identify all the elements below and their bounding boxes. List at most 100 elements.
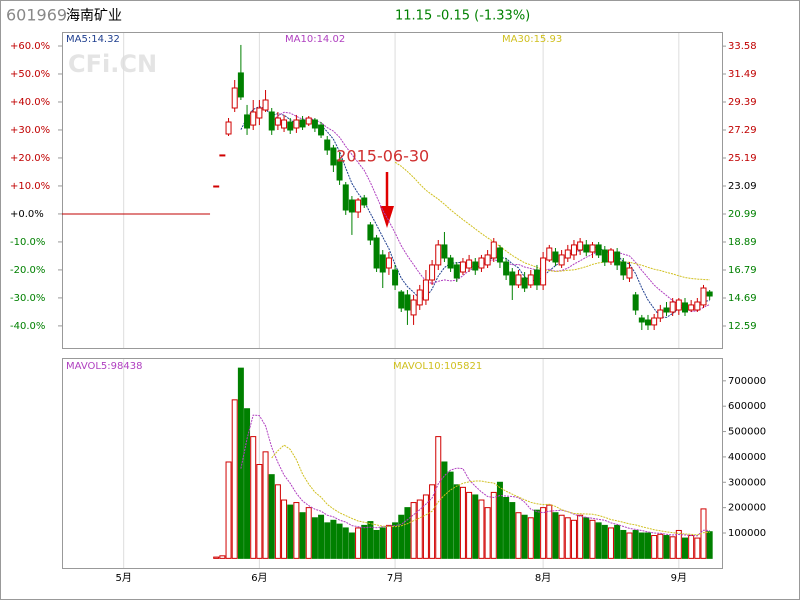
candle-body [583, 244, 590, 253]
candle-body [651, 317, 658, 326]
candle-body [503, 261, 510, 276]
candle-body [706, 291, 713, 297]
y2-tick-label: -40.0% [10, 321, 45, 332]
volume-bar [355, 527, 362, 559]
candle-body [614, 251, 621, 266]
volume-bar [509, 502, 516, 559]
y-tick-label: 300000 [728, 477, 766, 488]
volume-bar [281, 499, 288, 559]
candle-body [311, 119, 318, 129]
volume-bar [287, 504, 294, 559]
volume-bar [595, 522, 602, 559]
volume-bar [361, 524, 368, 559]
volume-bar [268, 474, 275, 559]
volume-bar [293, 502, 300, 559]
candle-body [564, 249, 571, 259]
candle-body [527, 274, 534, 286]
y2-tick-label: +30.0% [10, 125, 50, 136]
candle-body [225, 121, 232, 135]
y-tick-label: 27.29 [728, 125, 757, 136]
candle-body [466, 259, 473, 269]
candle-body [595, 244, 602, 256]
candle-body [398, 291, 405, 309]
volume-bar [262, 451, 269, 559]
candle-body [490, 241, 497, 259]
candle-body [700, 287, 707, 306]
candle-body [422, 279, 429, 301]
volume-bar [447, 471, 454, 559]
volume-bar [311, 517, 318, 559]
volume-bar [274, 484, 281, 559]
y2-tick-label: +10.0% [10, 181, 50, 192]
candle-body [305, 117, 312, 125]
candle-body [416, 289, 423, 306]
y-tick-label: 31.49 [728, 69, 757, 80]
y-tick-label: 14.69 [728, 293, 757, 304]
candle-body [299, 119, 306, 128]
candle-body [268, 111, 275, 131]
volume-bar [663, 535, 670, 559]
stock-name: 海南矿业 [66, 8, 122, 24]
watermark: CFi.CN [68, 50, 157, 78]
candle-body [237, 72, 244, 98]
candle-body [435, 244, 442, 266]
candle-body [589, 244, 596, 253]
volume-bar [330, 519, 337, 559]
x-tick-label: 5月 [115, 572, 131, 584]
candle-body [540, 257, 547, 286]
quote: 11.15 -0.15 (-1.33%) [395, 9, 530, 24]
volume-bar [626, 532, 633, 559]
legend-label: MAVOL10:105821 [393, 361, 482, 372]
volume-bar [644, 532, 651, 559]
volume-bar [583, 517, 590, 559]
volume-bar [675, 529, 682, 559]
candle-body [318, 124, 325, 136]
y2-tick-label: +40.0% [10, 97, 50, 108]
candle-body [324, 139, 331, 151]
volume-bar [429, 484, 436, 559]
volume-bar [490, 491, 497, 559]
candle-body [601, 249, 608, 263]
y-tick-label: 16.79 [728, 265, 757, 276]
volume-bar [601, 524, 608, 559]
volume-bar [250, 436, 257, 559]
candle-body [484, 254, 491, 266]
volume-bar [657, 533, 664, 559]
candle-body [694, 301, 701, 311]
y-tick-label: 25.19 [728, 153, 757, 164]
volume-bar [435, 436, 442, 559]
volume-bar [564, 517, 571, 559]
volume-bar [416, 499, 423, 559]
candle-body [336, 159, 343, 181]
y-tick-label: 33.58 [728, 41, 757, 52]
candle-body [638, 317, 645, 323]
candle-body [620, 261, 627, 276]
volume-bar [256, 464, 263, 559]
candle-body [644, 319, 651, 326]
volume-bar [681, 537, 688, 559]
ma-line [394, 161, 710, 281]
y-tick-label: 500000 [728, 427, 766, 438]
candle-body [533, 269, 540, 286]
volume-bar [478, 499, 485, 559]
volume-bar [318, 514, 325, 559]
candle-body [521, 277, 528, 289]
volume-bar [342, 527, 349, 559]
x-tick-label: 9月 [671, 572, 687, 584]
candle-body [250, 111, 257, 126]
volume-bar [558, 514, 565, 559]
volume-bar [651, 535, 658, 559]
volume-bar [694, 537, 701, 559]
volume-bar [379, 527, 386, 559]
volume-bar [367, 521, 374, 559]
legend-label: MA10:14.02 [285, 34, 345, 45]
candle-body [330, 147, 337, 166]
volume-bar [533, 509, 540, 559]
candle-body [410, 299, 417, 316]
y-tick-label: 700000 [728, 376, 766, 387]
volume-bar [219, 555, 226, 559]
candle-body [657, 309, 664, 319]
candle-body [287, 121, 294, 131]
y-tick-label: 29.39 [728, 97, 757, 108]
y-tick-label: 23.09 [728, 181, 757, 192]
